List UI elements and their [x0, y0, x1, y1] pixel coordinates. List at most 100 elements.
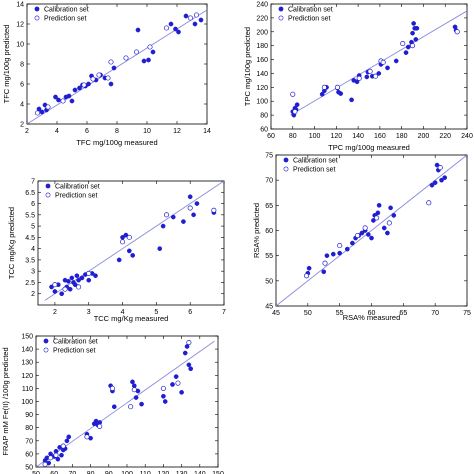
- y-tick-label: 130: [21, 360, 33, 367]
- x-tick-label: 90: [105, 471, 113, 474]
- x-tick-label: 65: [399, 310, 407, 317]
- calibration-point: [403, 50, 409, 55]
- prediction-point: [410, 43, 416, 49]
- calibration-point: [161, 393, 166, 399]
- calibration-point: [376, 202, 382, 208]
- calibration-point: [364, 74, 370, 80]
- x-tick-label: 4: [55, 128, 59, 135]
- calibration-point: [141, 58, 147, 64]
- x-tick-label: 45: [272, 310, 280, 317]
- prediction-point: [119, 239, 126, 245]
- prediction-point: [211, 207, 217, 213]
- calibration-point: [93, 273, 98, 279]
- calibration-point: [86, 277, 92, 283]
- x-tick-label: 120: [158, 471, 170, 474]
- calibration-point: [324, 253, 330, 259]
- y-axis-label: FRAP mM Fe(II) /100g predicted: [1, 347, 10, 455]
- x-tick-label: 70: [431, 310, 439, 317]
- calibration-point: [86, 81, 91, 87]
- x-tick-label: 200: [418, 133, 430, 140]
- y-tick-label: 7: [31, 179, 35, 186]
- calibration-point: [170, 214, 176, 220]
- x-tick-label: 120: [330, 133, 342, 140]
- prediction-point: [147, 44, 153, 50]
- prediction-point: [334, 84, 340, 90]
- legend-marker-prediction: [283, 166, 289, 172]
- calibration-point: [123, 232, 129, 238]
- y-tick-label: 80: [25, 425, 33, 432]
- y-tick-label: 2: [31, 291, 35, 298]
- calibration-point: [330, 251, 336, 257]
- calibration-point: [338, 91, 344, 96]
- y-tick-label: 75: [265, 153, 273, 160]
- prediction-point: [62, 286, 68, 292]
- prediction-point: [163, 25, 170, 31]
- legend-label: Prediction set: [44, 16, 86, 23]
- y-tick-label: 6.5: [25, 190, 35, 197]
- calibration-point: [173, 374, 179, 379]
- prediction-point: [187, 15, 194, 21]
- prediction-point: [53, 452, 59, 458]
- y-tick-label: 200: [256, 29, 268, 36]
- legend-label: Prediction set: [53, 348, 95, 355]
- calibration-point: [432, 180, 438, 186]
- prediction-point: [128, 404, 134, 410]
- x-tick-label: 10: [143, 128, 151, 135]
- y-axis-label: TPC mg/100g predicted: [243, 27, 252, 106]
- x-tick-label: 14: [203, 128, 211, 135]
- x-tick-label: 220: [439, 133, 451, 140]
- calibration-point: [66, 93, 72, 99]
- y-tick-label: 140: [256, 71, 268, 78]
- x-tick-label: 12: [173, 128, 181, 135]
- legend-label: Calibration set: [288, 7, 333, 14]
- x-tick-label: 140: [194, 471, 206, 474]
- calibration-point: [53, 94, 58, 100]
- calibration-point: [337, 250, 343, 256]
- calibration-point: [184, 344, 190, 349]
- x-tick-label: 140: [352, 133, 364, 140]
- regression-line: [290, 10, 467, 116]
- calibration-point: [306, 265, 312, 271]
- calibration-point: [39, 109, 45, 115]
- calibration-point: [49, 284, 54, 290]
- legend-marker-calibration: [278, 6, 284, 12]
- x-tick-label: 50: [32, 471, 40, 474]
- calibration-point: [405, 44, 411, 50]
- prediction-point: [48, 455, 54, 461]
- legend-marker-calibration: [43, 338, 49, 344]
- calibration-point: [385, 65, 390, 71]
- x-tick-label: 60: [267, 133, 275, 140]
- calibration-point: [67, 286, 73, 292]
- calibration-point: [388, 205, 393, 211]
- prediction-point: [374, 215, 380, 221]
- calibration-point: [385, 230, 390, 236]
- legend-marker-calibration: [45, 183, 51, 189]
- y-tick-label: 55: [265, 253, 273, 260]
- prediction-point: [426, 200, 432, 206]
- y-tick-label: 4: [31, 246, 35, 253]
- calibration-point: [369, 235, 374, 241]
- calibration-point: [191, 212, 196, 218]
- calibration-point: [133, 395, 139, 400]
- plot-area: [36, 339, 215, 467]
- calibration-point: [359, 230, 365, 236]
- calibration-point: [391, 213, 397, 218]
- prediction-point: [186, 339, 192, 346]
- prediction-point: [34, 110, 41, 116]
- calibration-point: [56, 97, 61, 103]
- prediction-point: [96, 72, 102, 78]
- calibration-point: [74, 273, 80, 279]
- calibration-point: [429, 182, 435, 188]
- calibration-point: [365, 232, 371, 237]
- x-axis-label: TFC mg/100g measured: [76, 138, 157, 147]
- x-tick-label: 2: [53, 309, 57, 316]
- calibration-point: [410, 30, 415, 36]
- plot-frame: [270, 3, 468, 130]
- calibration-point: [111, 404, 117, 410]
- legend-label: Calibration set: [44, 7, 89, 14]
- calibration-point: [146, 57, 151, 63]
- x-tick-label: 2: [25, 128, 29, 135]
- y-tick-label: 2: [20, 122, 24, 129]
- y-tick-label: 140: [21, 347, 33, 354]
